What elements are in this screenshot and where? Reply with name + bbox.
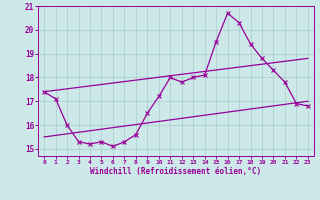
X-axis label: Windchill (Refroidissement éolien,°C): Windchill (Refroidissement éolien,°C) <box>91 167 261 176</box>
